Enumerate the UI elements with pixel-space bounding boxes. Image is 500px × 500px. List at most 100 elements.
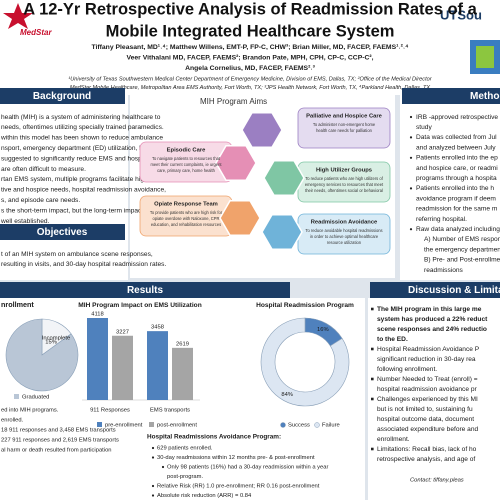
enrollment-text: 18 911 responses and 3,458 EMS transport… xyxy=(1,428,116,434)
discussion-text: hospital readmission avoidance pr xyxy=(377,386,477,393)
chart-title: nrollment xyxy=(1,300,34,309)
methods-text: readmissions xyxy=(424,267,464,274)
methods-text: Patients enrolled into the ep xyxy=(416,155,498,162)
section-header-bar xyxy=(0,282,290,298)
subsection-title: Hospital Readmissions Avoidance Program: xyxy=(147,434,281,441)
section-header-bar xyxy=(402,88,500,104)
discussion-text: Hospital Readmission Avoidance P xyxy=(377,346,480,353)
x-tick-label: 911 Responses xyxy=(90,408,130,414)
right-logo: UTSou xyxy=(440,7,482,22)
bullet xyxy=(151,494,155,497)
bar xyxy=(172,347,193,400)
discussion-text: Challenges experienced by this MI xyxy=(377,396,478,403)
affiliation-line: MedStar Mobile Healthcare, Metropolitan … xyxy=(70,84,431,91)
methods-text: Patients enrolled into the h xyxy=(416,185,494,192)
methods-text: A) Number of EMS respons xyxy=(424,236,500,243)
discussion-panel xyxy=(368,298,500,500)
enrollment-text: enrolled. xyxy=(1,418,24,424)
title-line: Mobile Integrated Healthcare System xyxy=(106,22,395,40)
aim-hexagon xyxy=(241,111,283,149)
left-panel xyxy=(0,95,128,280)
slice-label: 84% xyxy=(281,392,293,398)
x-tick-label: EMS transports xyxy=(150,408,190,414)
bullet xyxy=(371,347,374,351)
enrollment-text: al harm or death resulted from participa… xyxy=(1,448,112,454)
aim-text: To reduce patients who are high utilizer… xyxy=(305,176,383,181)
objectives-text: t of an MIH system on ambulance scene re… xyxy=(1,251,153,258)
methods-text: the emergency department xyxy=(424,246,500,253)
section-header: Discussion & Limitations xyxy=(408,285,500,296)
discussion-text: enrollment. xyxy=(377,436,410,443)
enrollment-text: 227 911 responses and 2,619 EMS transpor… xyxy=(1,438,119,444)
bullet xyxy=(409,136,413,139)
background-text: are often difficult to measure. xyxy=(1,166,86,173)
contact: Contact: tiffany.pleas xyxy=(410,478,464,484)
aim-text: care, primary care, home health xyxy=(157,168,216,173)
aim-title: Episodic Care xyxy=(167,148,206,154)
discussion-text: associated expenditure before and xyxy=(377,426,479,433)
author-line: Veer Vithalani MD, FACEP, FAEMS²; Brando… xyxy=(126,54,373,61)
objectives-text: resulting in visits, and 30-day hospital… xyxy=(1,261,166,268)
discussion-text: Number Needed to Treat (enroll) = xyxy=(377,376,478,383)
section-header-bar xyxy=(0,224,125,240)
aim-text: meet their current complaints, ie urgent xyxy=(151,162,223,167)
aim-title: Palliative and Hospice Care xyxy=(306,114,382,120)
chart-title: MIH Program Impact on EMS Utilization xyxy=(78,302,201,309)
section-header: Objectives xyxy=(37,227,88,238)
slice-label: 16% xyxy=(317,327,329,333)
slice xyxy=(260,317,350,407)
methods-text: avoidance program if deem xyxy=(416,195,496,202)
aim-title: Opiate Response Team xyxy=(154,202,218,208)
discussion-text: significant reduction in 30-day rea xyxy=(377,356,476,363)
value-label: 4118 xyxy=(91,312,103,318)
section-header: Results xyxy=(127,285,164,296)
bar xyxy=(147,331,168,400)
methods-text: Raw data analyzed including xyxy=(416,226,500,233)
logo-star xyxy=(3,3,33,29)
legend-swatch xyxy=(97,422,102,427)
readmission-text: 30-day readmissions within 12 months pre… xyxy=(157,455,315,461)
discussion-text: Limitations: Recall bias, lack of ho xyxy=(377,446,477,453)
methods-text: readmission for the same m xyxy=(416,206,498,213)
section-header-bar xyxy=(370,282,500,298)
affiliation-line: ¹University of Texas Southwestern Medica… xyxy=(68,76,432,82)
discussion-text: to the ED. xyxy=(377,336,408,343)
author-line: Angela Cornelius, MD, FACEP, FAEMS²˒³ xyxy=(185,65,316,72)
background-text: rtan EMS system, multiple programs facil… xyxy=(1,176,148,183)
legend-label: Graduated xyxy=(22,395,49,401)
methods-text: and hospice care, or readmi xyxy=(416,165,498,172)
discussion-text: retrospective analysis, and age of xyxy=(377,456,475,463)
aim-text: emergency services to resources that mee… xyxy=(305,182,384,187)
legend-label: pre-enrollment xyxy=(105,423,143,429)
bullet xyxy=(161,465,165,469)
bullet xyxy=(409,115,413,119)
readmission-text: 629 patients enrolled. xyxy=(157,446,213,452)
right-panel xyxy=(400,95,500,280)
value-label: 3227 xyxy=(116,329,129,335)
readmission-text: post-program. xyxy=(167,474,203,480)
discussion-text: system has produced a 22% reduct xyxy=(377,316,488,323)
bullet xyxy=(371,397,374,401)
bar xyxy=(112,335,133,400)
background-text: suggested to significantly reduce EMS an… xyxy=(1,155,169,162)
readmission-text: Absolute risk reduction (ARR) = 0.84 xyxy=(157,493,252,499)
aim-box xyxy=(297,107,391,149)
aim-text: opiate overdose with Naloxone, CPR xyxy=(153,216,220,221)
background-text: health (MIH) is a system of administerin… xyxy=(1,114,161,121)
aim-hexagon xyxy=(215,144,257,182)
methods-text: programs through a hospita xyxy=(416,175,497,182)
background-text: tive and hospice needs, hospital readmis… xyxy=(1,187,166,194)
slice xyxy=(5,318,79,392)
background-text: within this model has been shown to redu… xyxy=(0,135,163,142)
aim-text: To navigate patients to resources that xyxy=(152,156,221,161)
left-logo: MedStar xyxy=(20,28,52,37)
bullet xyxy=(371,377,374,381)
bullet xyxy=(151,484,155,488)
aim-text: To administer non-emergent home xyxy=(313,122,376,127)
legend-swatch xyxy=(280,422,286,428)
readmission-text: Relative Risk (RR) 1.0 pre-enrollment; R… xyxy=(157,484,320,490)
background-text: s, and episode care needs. xyxy=(1,197,80,204)
discussion-text: scene responses and 24% reductio xyxy=(377,326,487,333)
author-line: Tiffany Pleasant, MD¹˒⁴; Matthew Willens… xyxy=(91,44,408,51)
